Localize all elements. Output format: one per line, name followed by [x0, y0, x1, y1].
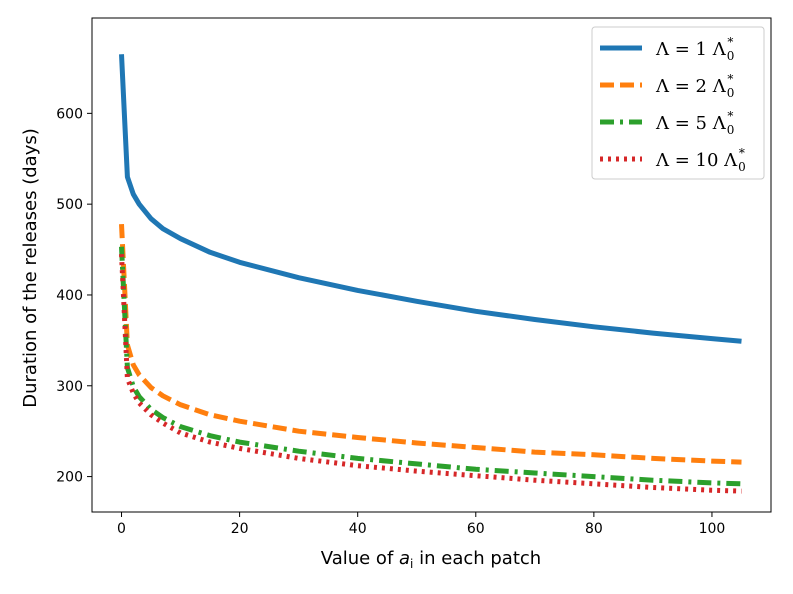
y-tick-label: 300 — [56, 379, 83, 395]
x-axis-label: Value of ai in each patch — [321, 548, 541, 571]
x-tick-label: 80 — [585, 521, 603, 537]
plot-lines — [119, 54, 742, 494]
series-line-4 — [119, 253, 742, 494]
x-axis: 0 20 40 60 80 100 — [117, 512, 725, 537]
series-line-3 — [119, 246, 742, 487]
legend-box — [591, 26, 765, 180]
x-tick-label: 60 — [467, 521, 485, 537]
x-tick-label: 20 — [231, 521, 249, 537]
x-tick-label: 0 — [117, 521, 126, 537]
series-line-2 — [119, 223, 742, 465]
series-line-1 — [119, 54, 742, 344]
y-tick-label: 400 — [56, 288, 83, 304]
legend-label-1: Λ = 1 Λ0* — [655, 35, 734, 63]
x-tick-label: 100 — [699, 521, 726, 537]
y-tick-label: 500 — [56, 197, 83, 213]
legend-label-2: Λ = 2 Λ0* — [655, 72, 734, 100]
y-tick-label: 600 — [56, 106, 83, 122]
y-axis-label: Duration of the releases (days) — [20, 128, 41, 408]
plot-frame — [91, 17, 772, 513]
legend-label-4: Λ = 10 Λ0* — [655, 146, 746, 174]
x-tick-label: 40 — [349, 521, 367, 537]
y-axis: 200 300 400 500 600 — [56, 106, 92, 486]
legend: Λ = 1 Λ0* Λ = 2 Λ0* Λ = 5 Λ0* Λ = 10 Λ0* — [591, 26, 765, 180]
legend-label-3: Λ = 5 Λ0* — [655, 109, 734, 137]
y-tick-label: 200 — [56, 470, 83, 486]
